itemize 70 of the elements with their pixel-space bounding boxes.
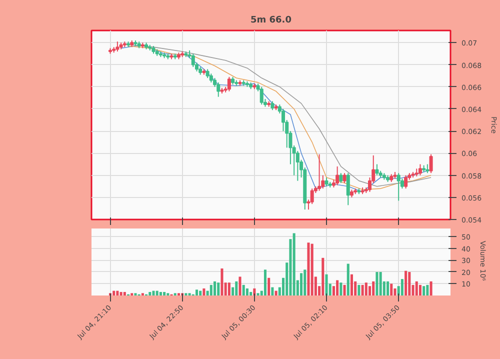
- candlestick: [418, 164, 422, 176]
- candlestick: [116, 41, 120, 52]
- bar: [123, 292, 126, 296]
- bar: [156, 290, 158, 296]
- bar: [418, 284, 422, 296]
- bar: [400, 279, 404, 296]
- bar: [325, 274, 328, 296]
- bar: [300, 273, 303, 296]
- bar: [386, 281, 390, 296]
- bar: [116, 290, 119, 296]
- candlestick: [191, 53, 195, 68]
- bar: [340, 282, 342, 296]
- bar: [346, 264, 350, 296]
- bar: [404, 270, 408, 296]
- bar: [112, 290, 116, 296]
- bar: [220, 268, 224, 296]
- chart-title: 5m 66.0: [250, 16, 292, 26]
- candlestick: [396, 172, 400, 202]
- bar: [199, 290, 202, 296]
- bar: [336, 280, 339, 296]
- candlestick: [336, 166, 340, 186]
- bar: [310, 244, 314, 296]
- bar: [159, 292, 162, 296]
- bar: [120, 292, 122, 296]
- bar: [307, 242, 310, 296]
- bar: [242, 284, 245, 296]
- candlestick: [342, 172, 346, 184]
- bar: [271, 287, 274, 296]
- bar: [195, 290, 198, 296]
- bar: [238, 276, 242, 296]
- bar: [304, 270, 306, 296]
- bar: [148, 292, 152, 296]
- bar: [361, 284, 364, 296]
- bar: [217, 282, 220, 296]
- candlestick: [318, 154, 322, 192]
- bar: [364, 282, 368, 296]
- candlestick: [404, 174, 408, 190]
- bar: [430, 281, 432, 296]
- bar: [152, 290, 155, 296]
- candlestick: [216, 82, 220, 98]
- candlestick: [346, 172, 350, 206]
- bar: [379, 272, 382, 296]
- bar: [210, 284, 212, 296]
- bar: [246, 288, 248, 296]
- bar: [350, 274, 353, 296]
- bar: [372, 281, 375, 296]
- bar: [422, 286, 426, 296]
- bar: [390, 284, 393, 296]
- candlestick: [227, 76, 231, 92]
- bar: [163, 292, 166, 296]
- candlestick: [260, 86, 264, 106]
- bar: [202, 288, 206, 296]
- bar: [214, 281, 216, 296]
- bar: [268, 278, 270, 296]
- bar: [426, 284, 429, 296]
- candlestick: [339, 172, 343, 184]
- bar: [264, 270, 266, 296]
- candlestick: [429, 154, 433, 174]
- bar: [274, 290, 278, 296]
- candlestick: [375, 164, 379, 176]
- bar: [343, 284, 346, 296]
- bar: [322, 258, 324, 296]
- bar: [292, 233, 296, 296]
- bar: [235, 281, 238, 296]
- bar: [376, 272, 378, 296]
- bar: [250, 292, 252, 296]
- bar: [408, 272, 411, 296]
- bar: [358, 284, 360, 296]
- bar: [228, 282, 230, 296]
- bar: [415, 281, 418, 296]
